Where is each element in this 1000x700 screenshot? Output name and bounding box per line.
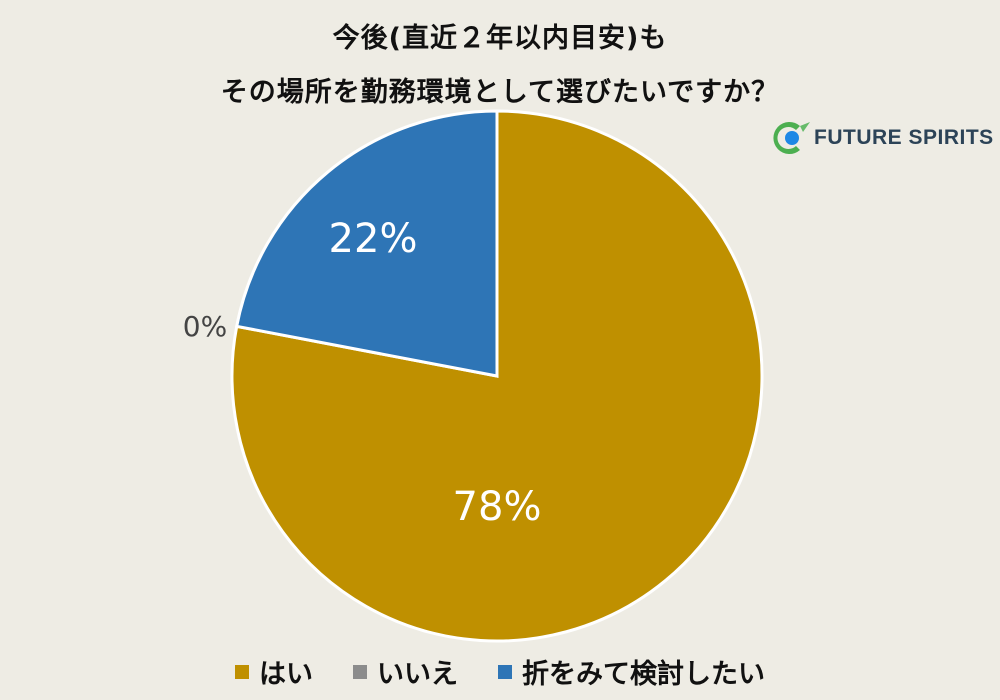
legend-swatch-hai <box>235 664 249 679</box>
data-label-consider: 22% <box>329 216 418 262</box>
chart-legend: はい いいえ 折をみて検討したい <box>0 652 1000 691</box>
legend-swatch-iie <box>353 664 367 679</box>
chart-title-line-1: 今後(直近２年以内目安)も <box>332 23 668 54</box>
future-spirits-logo: FUTURE SPIRITS <box>770 118 994 158</box>
legend-item-iie: いいえ <box>353 652 458 691</box>
data-label-hai: 78% <box>453 484 542 530</box>
chart-title-line-2: その場所を勤務環境として選びたいですか？ <box>220 77 780 108</box>
legend-label-hai: はい <box>259 659 313 690</box>
legend-swatch-consider <box>498 664 512 679</box>
legend-label-consider: 折をみて検討したい <box>522 659 765 690</box>
pie-slice-consider <box>234 109 499 378</box>
legend-item-hai: はい <box>235 652 313 691</box>
legend-item-consider: 折をみて検討したい <box>498 652 765 691</box>
future-spirits-logo-icon <box>773 122 810 154</box>
legend-label-iie: いいえ <box>377 659 458 690</box>
logo-text: FUTURE SPIRITS <box>814 126 994 149</box>
data-label-iie: 0% <box>183 310 227 343</box>
